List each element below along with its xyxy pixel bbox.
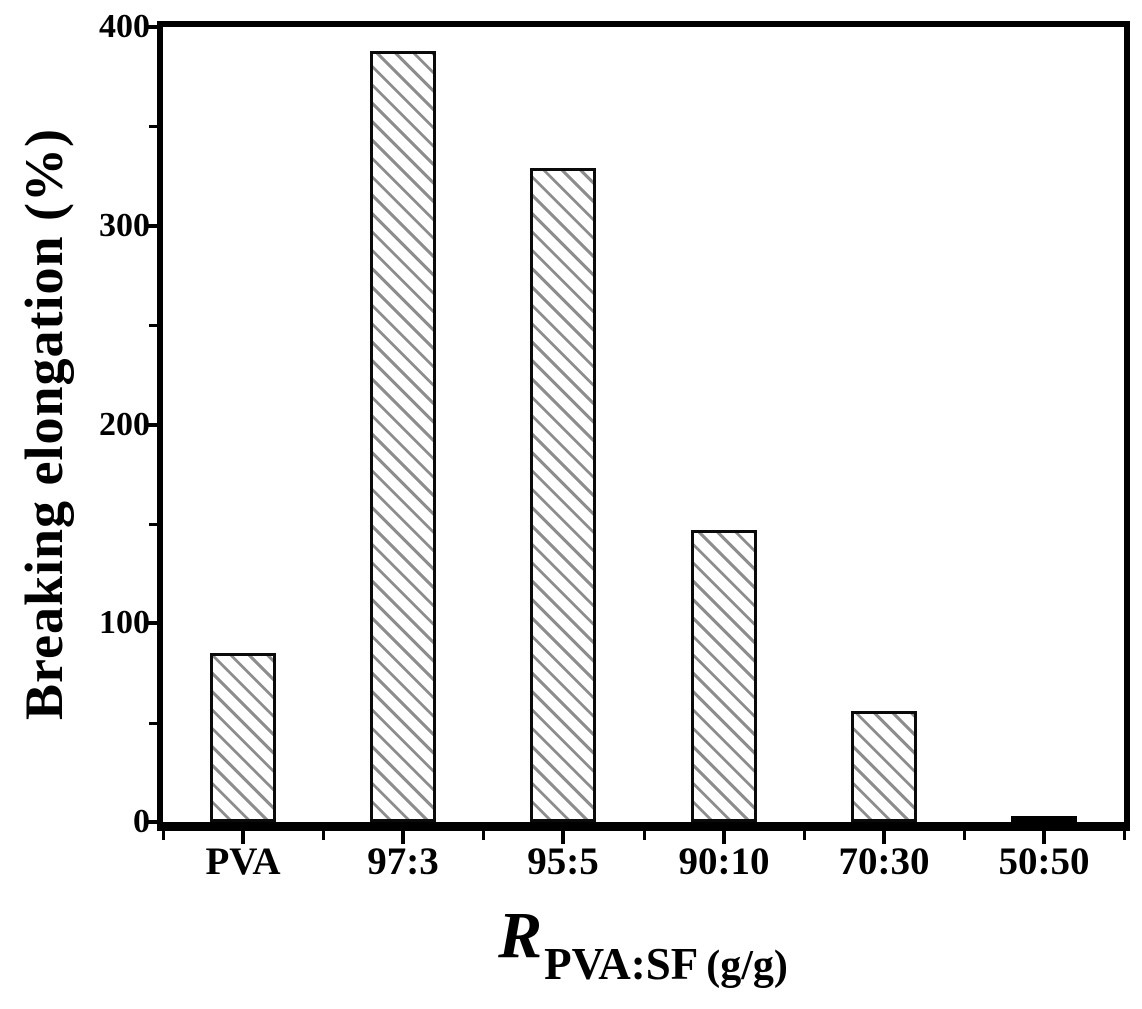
bar-97:3	[370, 51, 436, 822]
x-tick-label-50:50: 50:50	[998, 840, 1090, 883]
y-minor-tick-350	[149, 124, 157, 128]
x-major-tick-95:5	[561, 831, 565, 844]
x-minor-tick-2	[481, 831, 485, 840]
bar-95:5	[530, 168, 596, 822]
y-minor-tick-250	[149, 323, 157, 327]
x-minor-tick-3	[642, 831, 646, 840]
bar-90:10	[691, 530, 757, 822]
x-axis-title-subscript: PVA:SF	[544, 939, 699, 989]
x-major-tick-70:30	[882, 831, 886, 844]
x-tick-label-97:3: 97:3	[367, 840, 439, 883]
x-axis-title-unit: (g/g)	[706, 943, 788, 989]
y-tick-label-0: 0	[133, 803, 150, 840]
y-minor-tick-50	[149, 721, 157, 725]
bar-50:50	[1011, 816, 1077, 822]
y-major-tick-400	[144, 25, 157, 29]
x-major-tick-90:10	[722, 831, 726, 844]
x-major-tick-PVA	[241, 831, 245, 844]
x-tick-label-90:10: 90:10	[678, 840, 770, 883]
bar-PVA	[210, 653, 276, 822]
x-minor-tick-6	[1122, 831, 1126, 840]
x-tick-label-PVA: PVA	[205, 840, 281, 883]
y-major-tick-100	[144, 621, 157, 625]
y-major-tick-0	[144, 820, 157, 824]
x-axis-title: RPVA:SF (g/g)	[498, 899, 788, 988]
y-minor-tick-150	[149, 522, 157, 526]
x-minor-tick-5	[962, 831, 966, 840]
y-axis-title: Breaking elongation (%)	[14, 127, 74, 721]
x-major-tick-50:50	[1042, 831, 1046, 844]
y-tick-label-300: 300	[99, 207, 150, 244]
y-major-tick-200	[144, 423, 157, 427]
y-tick-label-400: 400	[99, 8, 150, 45]
y-major-tick-300	[144, 224, 157, 228]
y-tick-label-100: 100	[99, 604, 150, 641]
x-minor-tick-0	[161, 831, 165, 840]
plot-frame	[157, 21, 1130, 831]
x-minor-tick-1	[321, 831, 325, 840]
bar-70:30	[851, 711, 917, 822]
x-major-tick-97:3	[401, 831, 405, 844]
x-tick-label-95:5: 95:5	[527, 840, 599, 883]
x-axis-title-symbol: R	[498, 899, 543, 972]
x-tick-label-70:30: 70:30	[838, 840, 930, 883]
y-tick-label-200: 200	[99, 406, 150, 443]
x-minor-tick-4	[802, 831, 806, 840]
